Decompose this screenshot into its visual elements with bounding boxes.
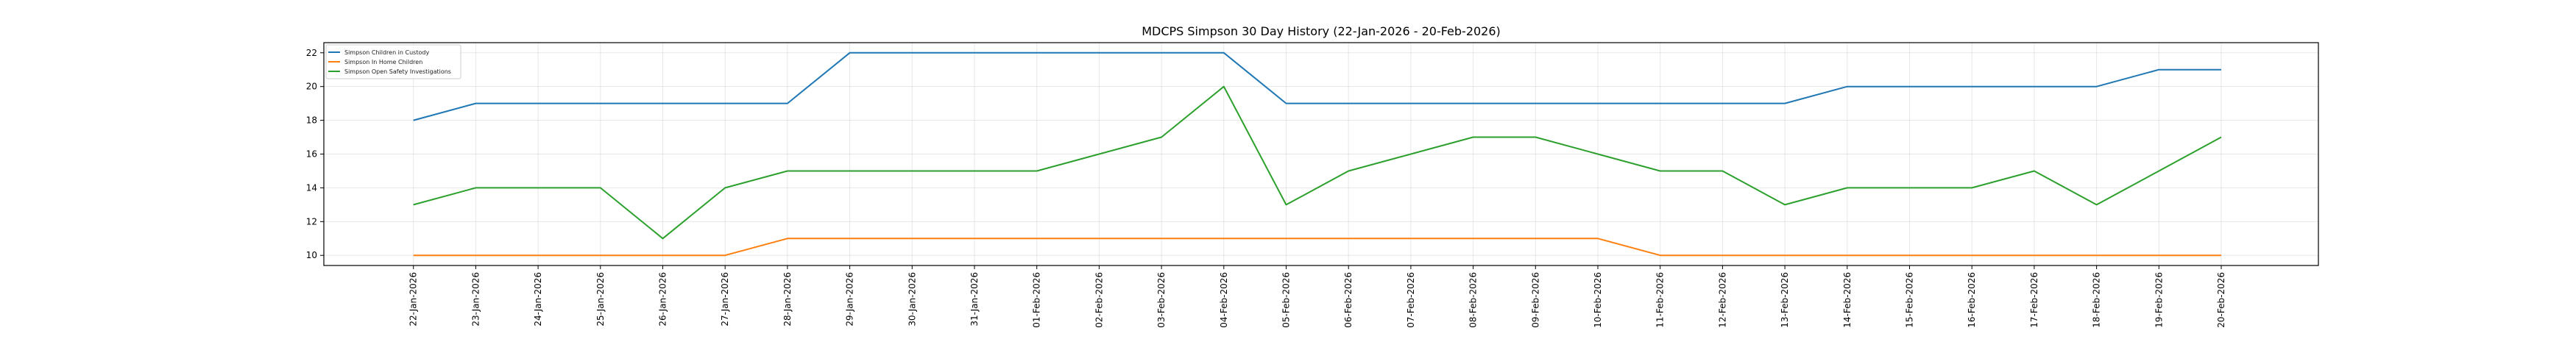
x-tick-label: 30-Jan-2026 (907, 272, 917, 327)
x-tick-label: 02-Feb-2026 (1094, 272, 1104, 328)
x-tick-label: 11-Feb-2026 (1655, 272, 1666, 328)
x-tick-label: 16-Feb-2026 (1967, 272, 1977, 328)
x-tick-label: 03-Feb-2026 (1156, 272, 1167, 328)
x-tick-label: 27-Jan-2026 (720, 272, 730, 327)
legend-label: Simpson Open Safety Investigations (344, 68, 451, 75)
y-tick-label: 18 (306, 115, 317, 126)
y-tick-label: 12 (306, 216, 317, 227)
x-tick-label: 31-Jan-2026 (969, 272, 980, 327)
x-tick-label: 15-Feb-2026 (1905, 272, 1915, 328)
x-tick-label: 20-Feb-2026 (2216, 272, 2226, 328)
y-tick-label: 20 (306, 82, 317, 92)
grid (324, 43, 2318, 265)
x-tick-label: 01-Feb-2026 (1032, 272, 1042, 328)
series-line-2 (413, 238, 2221, 257)
x-tick-label: 18-Feb-2026 (2092, 272, 2102, 328)
y-tick-label: 16 (306, 149, 317, 160)
x-tick-label: 19-Feb-2026 (2154, 272, 2164, 328)
x-tick-label: 10-Feb-2026 (1593, 272, 1603, 328)
x-tick-label: 23-Jan-2026 (470, 272, 481, 327)
x-tick-label: 17-Feb-2026 (2029, 272, 2039, 328)
x-tick-label: 22-Jan-2026 (408, 272, 419, 327)
x-tick-label: 26-Jan-2026 (658, 272, 668, 327)
chart-title: MDCPS Simpson 30 Day History (22-Jan-202… (1142, 24, 1501, 38)
series-line-1 (413, 51, 2221, 121)
legend: Simpson Children in Custody Simpson In Ho… (325, 44, 461, 79)
x-tick-label: 24-Jan-2026 (533, 272, 543, 327)
y-tick-label: 22 (306, 48, 317, 58)
y-tick-label: 14 (306, 182, 317, 193)
x-tick-label: 06-Feb-2026 (1343, 272, 1354, 328)
legend-label: Simpson Children in Custody (344, 49, 429, 56)
x-tick-label: 05-Feb-2026 (1281, 272, 1292, 328)
x-tick-label: 09-Feb-2026 (1530, 272, 1540, 328)
series-lines (413, 51, 2222, 257)
x-tick-label: 14-Feb-2026 (1842, 272, 1853, 328)
x-tick-label: 07-Feb-2026 (1406, 272, 1416, 328)
x-tick-label: 04-Feb-2026 (1219, 272, 1229, 328)
legend-label: Simpson In Home Children (344, 59, 422, 65)
y-tick-label: 10 (306, 250, 317, 260)
y-axis: 10 12 14 16 18 20 22 (306, 48, 324, 260)
x-tick-label: 08-Feb-2026 (1468, 272, 1479, 328)
x-tick-label: 28-Jan-2026 (782, 272, 793, 327)
series-line-3 (413, 85, 2222, 240)
legend-box (325, 44, 461, 79)
x-tick-label: 12-Feb-2026 (1717, 272, 1727, 328)
x-tick-label: 13-Feb-2026 (1780, 272, 1790, 328)
x-tick-label: 25-Jan-2026 (595, 272, 606, 327)
x-axis: 22-Jan-2026 23-Jan-2026 24-Jan-2026 25-Jan-… (408, 265, 2226, 328)
x-tick-label: 29-Jan-2026 (845, 272, 855, 327)
